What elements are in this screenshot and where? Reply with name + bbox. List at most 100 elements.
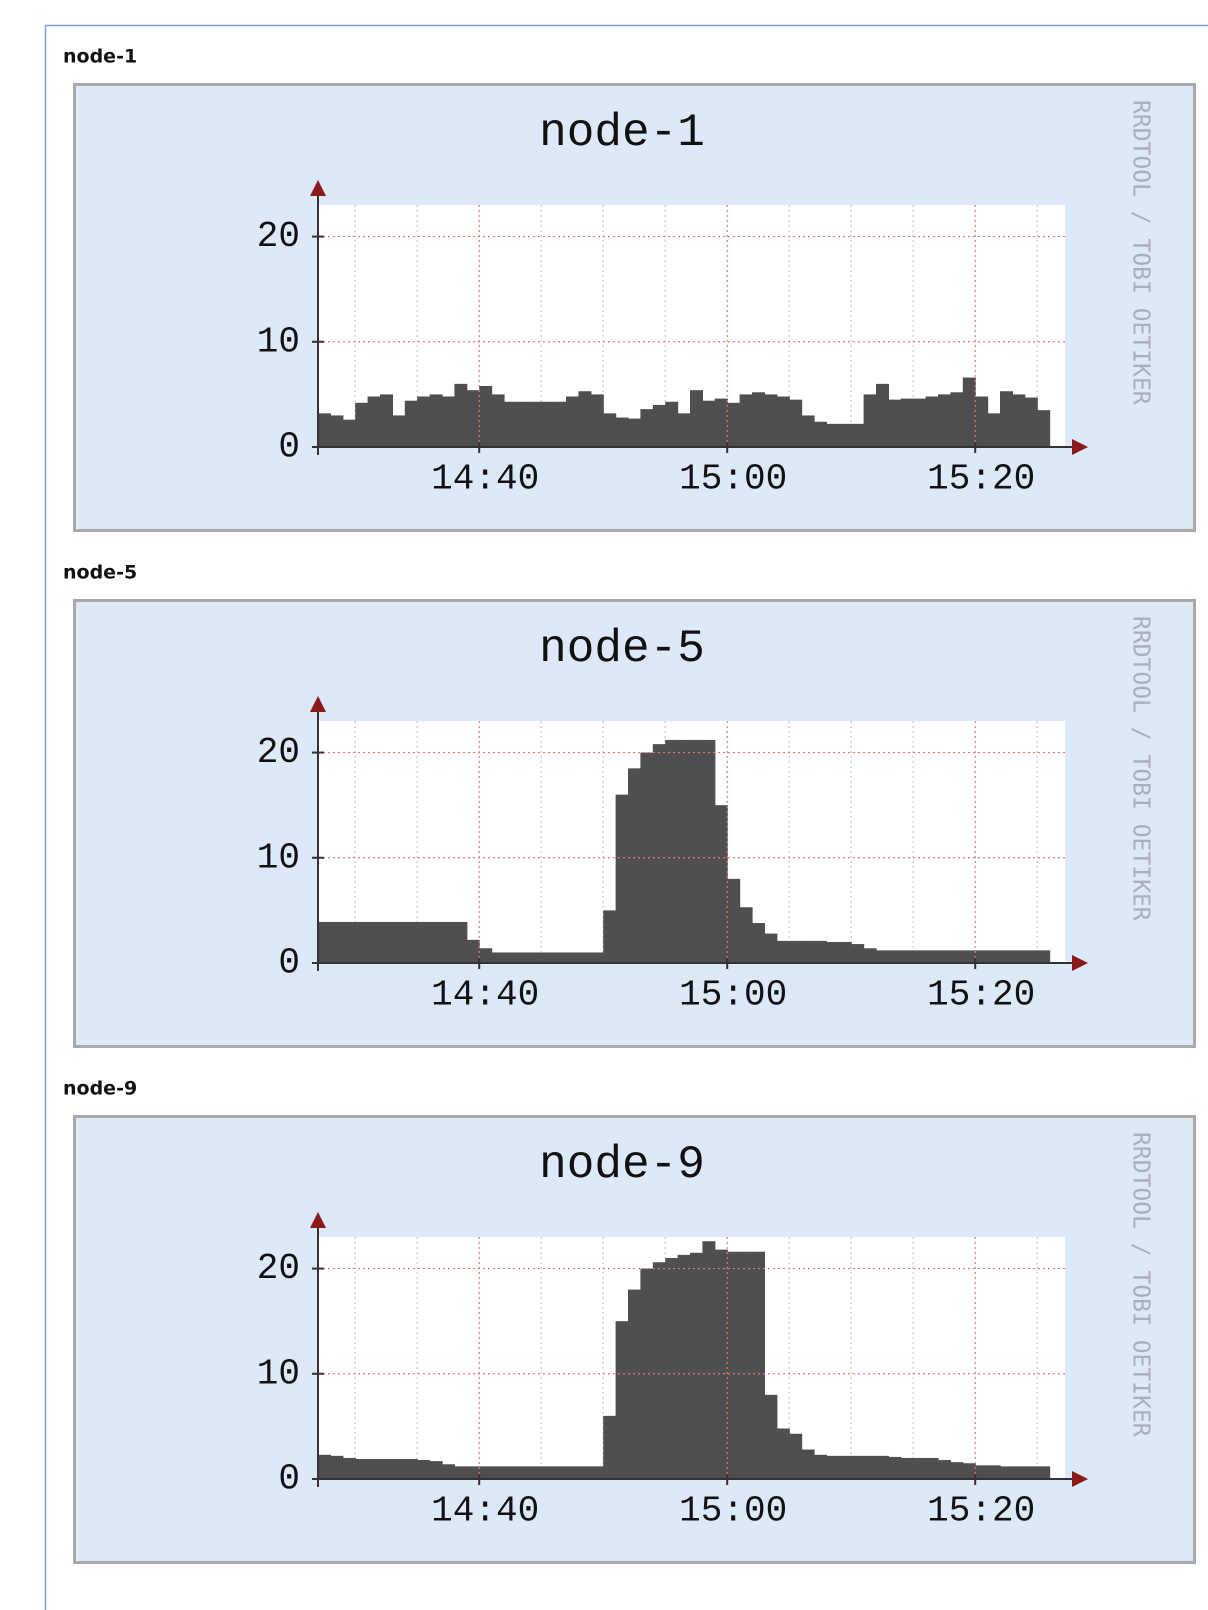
bar [851,423,865,447]
bar [640,1268,654,1479]
bar [863,948,877,963]
bar [888,1456,902,1479]
bar [578,952,592,963]
bar [330,415,344,447]
x-tick-label: 14:40 [431,459,539,500]
bar [863,394,877,447]
x-tick-label: 14:40 [431,975,539,1016]
bar [962,1463,976,1479]
bar [392,415,406,447]
bar [900,950,914,963]
bar [752,1251,765,1479]
y-axis-arrow [310,1212,326,1228]
bar [1024,950,1038,963]
bar [938,950,951,963]
graph-heading: node-5 [63,562,137,584]
y-tick-label: 20 [257,216,300,257]
x-tick-label: 14:40 [431,1491,539,1532]
bar [404,1459,418,1479]
bar [739,907,753,963]
bar [789,1433,803,1479]
y-tick-label: 20 [257,732,300,773]
bar [814,940,827,963]
bar [628,418,641,447]
bar [429,394,443,447]
bar [429,921,443,963]
bar [876,1455,889,1479]
bar [640,409,654,447]
y-tick-label: 10 [257,837,300,878]
bar [975,950,989,963]
bar [739,394,753,447]
graph: node-1 node-1 RRDTOOL / TOBI OETIKER 0 10 20 1… [63,46,1196,532]
bar [764,394,778,447]
bar [615,1321,629,1479]
bar [727,878,741,963]
bar [466,939,480,963]
bar [417,1460,431,1479]
bar [1000,950,1013,963]
bar [553,952,567,963]
bar [702,1241,716,1479]
bar [442,396,455,447]
bar [975,1465,989,1479]
x-tick-label: 15:20 [927,975,1035,1016]
y-tick-label: 10 [257,1353,300,1394]
bar [814,1454,827,1479]
bar [665,401,679,447]
x-axis-arrow [1072,439,1088,455]
bar [380,394,393,447]
bar [838,941,852,963]
bar [665,739,679,963]
bar [330,1455,344,1479]
bar [739,1251,753,1479]
bar [752,392,765,447]
bar [1037,1466,1051,1479]
bar [925,396,939,447]
bar [702,400,716,447]
bar [1012,950,1026,963]
bar [566,952,579,963]
bar [504,1466,517,1479]
bar [491,394,505,447]
y-tick-label: 10 [257,321,300,362]
bar [838,1455,852,1479]
bar [442,921,455,963]
bar [367,921,381,963]
graph-title: node-5 [539,623,705,675]
bar [702,739,716,963]
bar [615,794,629,963]
bar [590,1466,604,1479]
bar [826,941,840,963]
bar [318,413,331,447]
bar [628,768,641,963]
y-axis-arrow [310,180,326,196]
bar [888,399,902,447]
bar [826,1455,840,1479]
bar [1012,1466,1026,1479]
bar [355,402,369,447]
bar [652,744,666,963]
bar [776,1428,790,1479]
bar [962,377,976,447]
y-tick-label: 0 [278,1459,300,1500]
bar [479,385,493,447]
bar [677,739,691,963]
bar [801,940,815,963]
watermark: RRDTOOL / TOBI OETIKER [1128,616,1154,921]
bar [888,950,902,963]
graph-heading: node-1 [63,46,137,68]
bar [962,950,976,963]
bar [516,1466,530,1479]
bar [801,415,815,447]
bar [950,950,964,963]
bar [590,952,604,963]
bar [690,390,703,447]
bar [355,1459,369,1479]
bar [938,1460,951,1479]
bar [566,1466,579,1479]
x-tick-label: 15:00 [679,975,787,1016]
bar [913,1457,927,1479]
bar [380,921,393,963]
